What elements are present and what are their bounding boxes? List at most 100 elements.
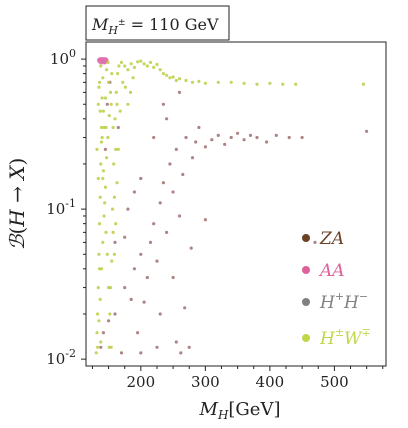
point-0-20 (181, 172, 185, 177)
point-0-0 (99, 345, 103, 349)
point-3-79 (111, 125, 115, 130)
point-3-24 (97, 80, 102, 84)
point-3-22 (110, 72, 114, 76)
point-3-103 (114, 147, 118, 151)
point-0-57 (189, 246, 193, 250)
point-0-7 (132, 267, 136, 271)
point-0-37 (274, 133, 278, 137)
legend-label-part: H (319, 329, 336, 349)
point-3-47 (142, 62, 146, 66)
legend-label-part: H (319, 293, 336, 313)
x-tick-label-1: 300 (191, 373, 220, 391)
point-0-4 (119, 351, 124, 355)
point-3-98 (107, 345, 111, 349)
point-0-10 (148, 240, 153, 244)
point-3-57 (174, 78, 178, 83)
point-0-18 (174, 147, 178, 151)
point-3-29 (104, 230, 108, 234)
legend-label-part: − (359, 290, 368, 303)
point-3-23 (96, 102, 100, 106)
point-3-92 (99, 140, 104, 144)
point-3-12 (97, 319, 101, 323)
point-0-59 (161, 102, 165, 106)
x-tick-label-0: 200 (127, 373, 156, 391)
point-3-59 (184, 78, 188, 83)
y-axis-b: ℬ (5, 233, 29, 250)
point-3-16 (102, 214, 106, 218)
point-3-81 (114, 222, 118, 226)
point-3-54 (165, 73, 169, 77)
point-0-15 (165, 230, 169, 234)
point-3-100 (110, 259, 114, 263)
y-tick-base: 10 (50, 50, 69, 68)
x-tick-label-2: 400 (256, 373, 285, 391)
point-3-52 (158, 68, 162, 72)
point-3-43 (129, 62, 133, 66)
title-value: = 110 GeV (126, 15, 219, 34)
point-3-11 (96, 345, 100, 349)
point-3-19 (106, 135, 110, 140)
point-0-23 (187, 345, 191, 349)
legend-marker-2 (302, 298, 310, 306)
point-0-31 (229, 135, 233, 140)
point-0-8 (139, 252, 143, 256)
point-0-14 (161, 181, 165, 185)
point-3-91 (98, 109, 102, 113)
point-0-58 (203, 218, 207, 222)
point-0-30 (223, 142, 227, 146)
point-3-72 (96, 176, 100, 181)
point-3-2 (96, 312, 100, 316)
title-sub: H (107, 24, 118, 37)
point-0-17 (171, 190, 175, 194)
point-3-83 (116, 147, 120, 151)
point-0-35 (255, 135, 259, 140)
point-3-55 (168, 76, 172, 80)
point-0-55 (158, 312, 162, 316)
legend-label-part: H (343, 293, 360, 313)
point-0-45 (142, 300, 146, 304)
y-tick-base: 10 (46, 200, 65, 218)
point-3-9 (100, 96, 104, 100)
point-0-43 (126, 207, 130, 211)
point-3-27 (101, 169, 105, 173)
point-3-3 (96, 286, 100, 290)
point-0-2 (107, 319, 111, 323)
point-3-25 (99, 64, 103, 68)
x-axis-label: MH[GeV] (199, 399, 281, 422)
point-1-13 (102, 59, 108, 65)
point-0-16 (168, 162, 172, 166)
point-3-35 (112, 162, 116, 166)
point-0-12 (155, 259, 159, 263)
point-3-74 (99, 340, 103, 344)
y-axis-close: ) (5, 158, 29, 166)
x-axis-m: M (199, 399, 219, 420)
legend-marker-3 (302, 334, 310, 342)
point-3-38 (116, 72, 120, 76)
point-3-1 (95, 331, 99, 335)
point-3-63 (216, 80, 220, 84)
point-0-62 (139, 351, 143, 355)
x-axis-unit: [GeV] (228, 399, 280, 420)
point-0-47 (165, 117, 169, 121)
point-0-9 (145, 275, 149, 280)
point-3-13 (98, 297, 102, 301)
points-layer (94, 57, 369, 355)
y-axis-h: H (5, 209, 29, 228)
y-tick-label-0: 100 (50, 47, 76, 68)
legend-label-2: H+H− (319, 290, 368, 313)
y-tick-exp: -1 (65, 197, 76, 210)
y-axis-label: ℬ(H → X) (5, 158, 29, 251)
point-3-87 (126, 102, 130, 106)
point-0-51 (105, 102, 109, 106)
point-0-36 (265, 140, 269, 144)
point-3-45 (136, 60, 140, 64)
point-3-37 (114, 90, 118, 94)
point-3-95 (103, 96, 107, 100)
point-3-64 (229, 80, 233, 84)
y-tick-base: 10 (46, 350, 65, 368)
point-3-77 (107, 80, 111, 84)
point-3-84 (118, 109, 122, 113)
point-3-71 (95, 147, 99, 151)
point-0-60 (177, 90, 182, 94)
legend-label-part: AA (318, 261, 345, 281)
